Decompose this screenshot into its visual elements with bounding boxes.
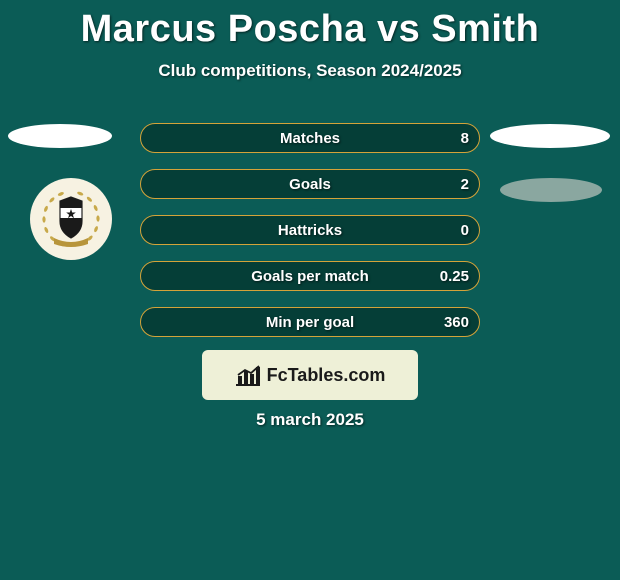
stat-label: Hattricks xyxy=(278,222,342,239)
crest-icon xyxy=(40,188,102,250)
stat-row: Goals 2 xyxy=(140,169,480,199)
stat-right-value: 0 xyxy=(461,222,469,239)
stat-rows: Matches 8 Goals 2 Hattricks 0 Goals per match 0… xyxy=(140,123,480,353)
oval-mid-right xyxy=(500,178,602,202)
bars-icon xyxy=(235,364,261,386)
stat-label: Min per goal xyxy=(266,314,354,331)
oval-top-left xyxy=(8,124,112,148)
stat-right-value: 2 xyxy=(461,176,469,193)
stat-right-value: 8 xyxy=(461,130,469,147)
stat-row: Goals per match 0.25 xyxy=(140,261,480,291)
subtitle: Club competitions, Season 2024/2025 xyxy=(0,61,620,81)
stat-right-value: 360 xyxy=(444,314,469,331)
date-text: 5 march 2025 xyxy=(0,410,620,430)
stat-row: Hattricks 0 xyxy=(140,215,480,245)
club-crest-left xyxy=(30,178,112,260)
page-title: Marcus Poscha vs Smith xyxy=(0,0,620,51)
oval-top-right xyxy=(490,124,610,148)
brand-text: FcTables.com xyxy=(267,365,386,386)
stat-label: Goals xyxy=(289,176,331,193)
brand-box[interactable]: FcTables.com xyxy=(202,350,418,400)
stat-right-value: 0.25 xyxy=(440,268,469,285)
stat-label: Goals per match xyxy=(251,268,369,285)
stat-row: Matches 8 xyxy=(140,123,480,153)
stat-row: Min per goal 360 xyxy=(140,307,480,337)
stat-label: Matches xyxy=(280,130,340,147)
